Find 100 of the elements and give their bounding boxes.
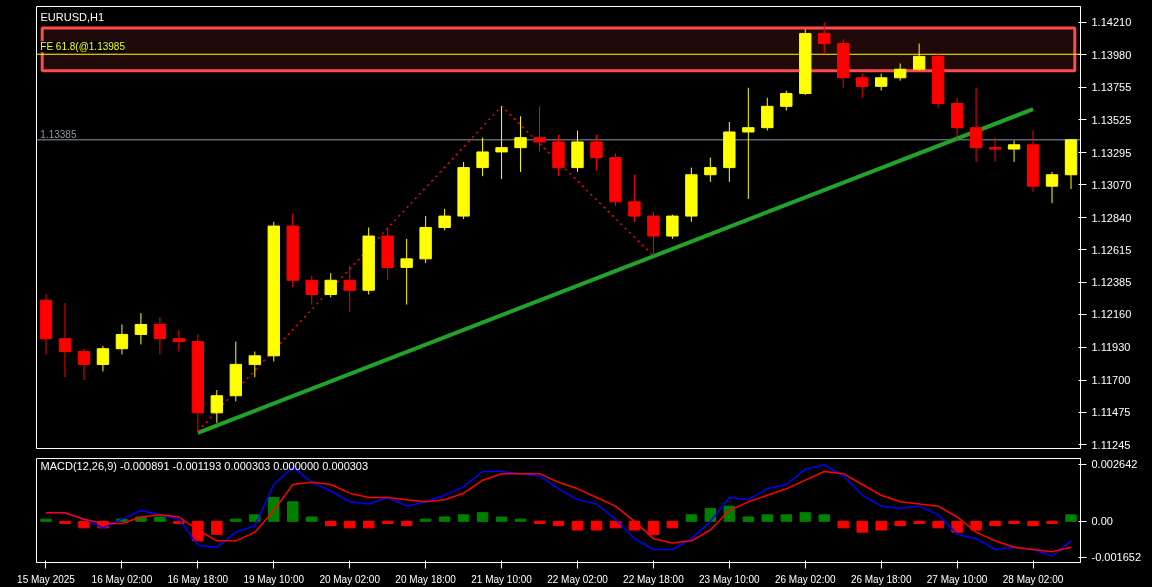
candlestick — [856, 73, 869, 99]
bar — [400, 520, 413, 527]
bar — [932, 520, 944, 529]
bar — [818, 514, 830, 522]
bar — [799, 512, 811, 522]
candlestick — [400, 238, 413, 305]
bar — [780, 514, 792, 522]
bar — [211, 520, 223, 535]
bar — [647, 520, 660, 535]
bar — [381, 520, 394, 524]
x-tick-label: 16 May 18:00 — [167, 573, 229, 585]
bar — [742, 516, 755, 522]
y-tick-label: 1.13980 — [1091, 48, 1132, 61]
bar — [343, 520, 356, 529]
x-tick-label: 28 May 02:00 — [1002, 573, 1064, 585]
bar — [666, 520, 679, 529]
candlestick — [58, 302, 72, 378]
bar — [438, 516, 451, 522]
bar — [1046, 520, 1058, 524]
y-tick-label: 1.11700 — [1091, 374, 1131, 387]
bar — [533, 520, 546, 524]
bar — [1008, 520, 1020, 524]
bar — [268, 497, 280, 522]
candlestick — [1007, 140, 1021, 163]
y-tick-label: 1.12385 — [1091, 276, 1132, 289]
bar — [78, 520, 90, 529]
bar — [761, 514, 774, 522]
bar — [514, 518, 527, 522]
x-tick-label: 16 May 02:00 — [91, 573, 153, 585]
candlestick — [988, 137, 1002, 163]
ref-line-label: 1.13385 — [40, 128, 77, 140]
x-tick-label: 26 May 18:00 — [850, 573, 912, 585]
candlestick — [704, 157, 717, 183]
candlestick — [590, 134, 603, 171]
bar — [1027, 520, 1039, 527]
bar — [552, 520, 565, 527]
bar — [989, 520, 1001, 527]
candlestick — [172, 329, 186, 353]
bar — [457, 514, 470, 522]
candlestick — [115, 323, 129, 355]
y-tick-label: 1.12615 — [1091, 243, 1132, 256]
x-tick-label: 15 May 2025 — [17, 573, 76, 585]
candlestick — [742, 87, 755, 200]
bar — [40, 518, 52, 522]
candlestick — [248, 351, 261, 378]
y-tick-label: 1.13295 — [1091, 146, 1132, 159]
y-tick-label: 1.12840 — [1091, 211, 1132, 224]
candlestick — [153, 316, 167, 355]
chart-title: MACD(12,26,9) -0.000891 -0.001193 0.000303 0.000000 0.000303 — [40, 459, 369, 472]
candlestick — [476, 137, 489, 177]
bar — [476, 512, 489, 522]
bar — [154, 516, 166, 522]
x-tick-label: 20 May 02:00 — [319, 573, 381, 585]
candlestick — [343, 265, 356, 313]
candlestick — [96, 345, 110, 373]
candlestick — [514, 115, 527, 173]
candlestick — [969, 87, 983, 163]
bar — [571, 520, 584, 531]
y-tick-label: 1.13525 — [1091, 113, 1132, 126]
bar — [59, 520, 71, 524]
chart-title: EURUSD,H1 — [40, 10, 105, 23]
bar — [590, 520, 603, 531]
y-tick-label: 0.00 — [1091, 515, 1113, 528]
bar — [970, 520, 982, 531]
bar — [704, 507, 717, 522]
y-tick-label: 1.12160 — [1091, 308, 1132, 321]
x-tick-label: 27 May 10:00 — [926, 573, 988, 585]
candlestick — [324, 272, 337, 298]
candlestick — [818, 21, 831, 55]
x-tick-label: 23 May 10:00 — [699, 573, 761, 585]
y-tick-label: 1.11475 — [1091, 406, 1131, 419]
x-tick-label: 20 May 18:00 — [395, 573, 457, 585]
bar — [192, 520, 204, 542]
bar — [362, 520, 375, 529]
x-tick-label: 26 May 02:00 — [774, 573, 836, 585]
bar — [875, 520, 887, 531]
candlestick — [495, 105, 508, 180]
bar — [495, 516, 508, 522]
candlestick — [134, 312, 148, 345]
y-tick-label: 1.13070 — [1091, 178, 1132, 191]
y-tick-label: 1.11930 — [1091, 341, 1131, 354]
candlestick — [761, 97, 774, 132]
x-tick-label: 22 May 02:00 — [547, 573, 609, 585]
candlestick — [438, 208, 451, 231]
bar — [230, 518, 242, 522]
bar — [1065, 514, 1077, 522]
bar — [419, 518, 432, 522]
candlestick — [780, 90, 793, 112]
y-tick-label: 0.002642 — [1091, 458, 1138, 471]
bar — [951, 520, 963, 533]
candlestick — [305, 275, 318, 305]
bar — [837, 520, 849, 529]
bar — [894, 520, 906, 527]
candlestick — [666, 214, 679, 240]
bar — [287, 501, 299, 522]
candlestick — [77, 348, 91, 381]
bar — [685, 514, 698, 522]
y-tick-label: 1.14210 — [1091, 16, 1132, 29]
y-tick-label: -0.001652 — [1091, 551, 1142, 564]
bar — [856, 520, 868, 533]
